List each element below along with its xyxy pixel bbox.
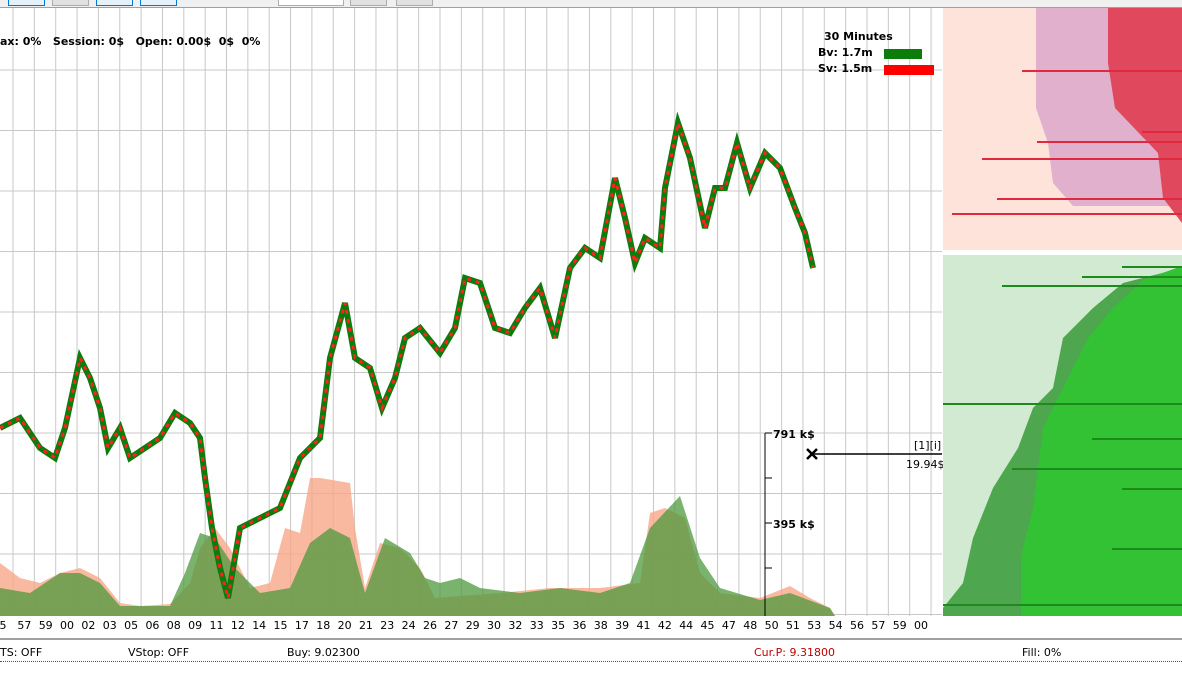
time-tick-label: 38 [593, 619, 608, 632]
price-line-sell [0, 117, 815, 599]
time-tick-label: 57 [17, 619, 32, 632]
ask-level [982, 158, 1182, 160]
time-tick-label: 35 [551, 619, 566, 632]
ask-level [997, 198, 1182, 200]
time-tick-label: 51 [785, 619, 800, 632]
time-tick-label: 21 [358, 619, 373, 632]
time-tick-label: 47 [721, 619, 736, 632]
ask-level [1037, 141, 1182, 143]
time-tick-label: 11 [209, 619, 224, 632]
time-tick-label: 20 [337, 619, 352, 632]
vstop-status: VStop: OFF [128, 646, 190, 659]
time-tick-label: 41 [636, 619, 651, 632]
time-tick-label: 00 [914, 619, 929, 632]
time-tick-label: 39 [615, 619, 630, 632]
cursor-value: 19.94$ [906, 458, 945, 471]
chart-legend: 30 Minutes Bv: 1.7m Sv: 1.5m [818, 30, 934, 78]
time-tick-label: 29 [465, 619, 480, 632]
toolbar-input[interactable] [278, 0, 344, 6]
time-tick-label: 15 [273, 619, 288, 632]
time-tick-label: 26 [423, 619, 437, 632]
time-tick-label: 14 [252, 619, 267, 632]
ask-level [1142, 131, 1182, 133]
toolbar-button[interactable] [52, 0, 89, 6]
toolbar [0, 0, 1182, 8]
toolbar-button[interactable] [350, 0, 387, 6]
time-tick-label: 53 [807, 619, 822, 632]
bid-level [943, 604, 1182, 606]
time-axis: 5 57 59 00 02 03 05 06 08 09 11 12 14 15 17 18 20 21 23 24 2… [0, 616, 942, 636]
bid-level [1122, 266, 1182, 268]
chart-canvas [0, 8, 953, 616]
time-tick-label: 27 [444, 619, 459, 632]
sell-volume-label: Sv: 1.5m [818, 62, 873, 75]
bid-level [1092, 438, 1182, 440]
volume-scale-mid: 395 k$ [773, 518, 815, 531]
time-tick-label: 24 [401, 619, 416, 632]
toolbar-button[interactable] [396, 0, 433, 6]
price-line-buy [0, 111, 816, 599]
ask-depth [1108, 8, 1182, 223]
session-info: ax: 0% Session: 0$ Open: 0.00$ 0$ 0% [0, 35, 261, 48]
timeframe-label: 30 Minutes [824, 30, 893, 43]
time-tick-label: 48 [743, 619, 758, 632]
buy-price: Buy: 9.02300 [287, 646, 360, 659]
fill-status: Fill: 0% [1022, 646, 1062, 659]
status-bar: TS: OFF VStop: OFF Buy: 9.02300 Cur.P: 9… [0, 638, 1182, 662]
time-tick-label: 02 [81, 619, 96, 632]
time-tick-label: 36 [572, 619, 587, 632]
time-tick-label: 50 [764, 619, 779, 632]
time-tick-label: 17 [294, 619, 309, 632]
bid-level [1082, 276, 1182, 278]
bid-depth [1021, 266, 1182, 616]
time-tick-label: 12 [230, 619, 245, 632]
time-tick-label: 08 [166, 619, 181, 632]
time-tick-label: 42 [657, 619, 672, 632]
bid-level [943, 403, 1182, 405]
volume-scale-high: 791 k$ [773, 428, 815, 441]
time-tick-label: 06 [145, 619, 160, 632]
time-tick-label: 56 [850, 619, 864, 632]
cursor-cross-icon [806, 448, 818, 460]
price-chart[interactable]: ax: 0% Session: 0$ Open: 0.00$ 0$ 0% 30 … [0, 8, 953, 616]
time-tick-label: 59 [38, 619, 53, 632]
time-tick-label: 23 [380, 619, 395, 632]
time-tick-label: 09 [188, 619, 203, 632]
order-book [943, 8, 1182, 616]
time-tick-label: 45 [700, 619, 715, 632]
time-tick-label: 03 [102, 619, 117, 632]
toolbar-button[interactable] [96, 0, 133, 6]
buy-volume-label: Bv: 1.7m [818, 46, 873, 59]
time-tick-label: 33 [529, 619, 544, 632]
ask-level [952, 213, 1182, 215]
buy-volume-area [0, 496, 835, 616]
bid-level [1012, 468, 1182, 470]
order-book-canvas [943, 8, 1182, 616]
time-tick-label: 54 [828, 619, 843, 632]
sell-volume-swatch [884, 65, 934, 75]
cursor-tag: [1][i] [914, 439, 942, 452]
current-price: Cur.P: 9.31800 [754, 646, 835, 659]
time-tick-label: 59 [892, 619, 907, 632]
time-tick-label: 57 [871, 619, 886, 632]
ts-status: TS: OFF [0, 646, 43, 659]
time-tick-label: 32 [508, 619, 523, 632]
bid-level [1002, 285, 1182, 287]
time-tick-label: 18 [316, 619, 331, 632]
ask-level [1022, 70, 1182, 72]
buy-volume-swatch [884, 49, 922, 59]
time-tick-label: 30 [487, 619, 502, 632]
bid-level [1112, 548, 1182, 550]
toolbar-button[interactable] [8, 0, 45, 6]
bid-level [1122, 488, 1182, 490]
time-tick-label: 05 [124, 619, 139, 632]
time-tick-label: 5 [0, 619, 7, 632]
time-tick-label: 00 [60, 619, 75, 632]
time-tick-label: 44 [679, 619, 694, 632]
toolbar-button[interactable] [140, 0, 177, 6]
